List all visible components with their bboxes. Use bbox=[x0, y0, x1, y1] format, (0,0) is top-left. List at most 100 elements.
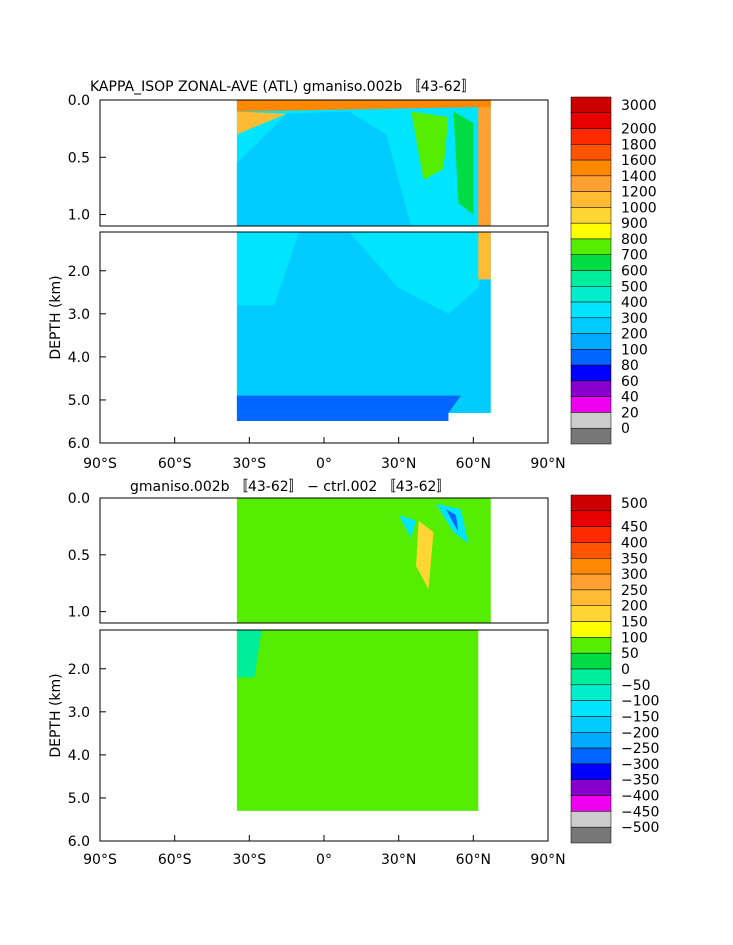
y-tick-label: 5.0 bbox=[68, 393, 90, 409]
colorbar-label: 60 bbox=[621, 374, 639, 390]
field-region bbox=[416, 520, 434, 589]
field-region bbox=[348, 232, 491, 314]
colorbar-swatch bbox=[570, 254, 612, 271]
colorbar-label: 3000 bbox=[621, 98, 657, 114]
field-region bbox=[445, 509, 459, 533]
y-axis-label: DEPTH (km) bbox=[48, 275, 64, 359]
colorbar-label: 300 bbox=[621, 567, 648, 583]
colorbar-label: 80 bbox=[621, 358, 639, 374]
y-tick-label: 4.0 bbox=[68, 350, 90, 366]
colorbar-label: 700 bbox=[621, 248, 648, 264]
colorbar-label: 400 bbox=[621, 295, 648, 311]
colorbar-swatch bbox=[570, 668, 612, 686]
colorbar-swatch bbox=[570, 128, 612, 145]
colorbar-swatch bbox=[570, 732, 612, 749]
colorbar-label: 900 bbox=[621, 216, 648, 232]
chart-title: gmaniso.002b 〚43-62〛 − ctrl.002 〚43-62〛 bbox=[130, 479, 450, 495]
colorbar-swatch bbox=[570, 364, 612, 382]
y-tick-label: 5.0 bbox=[68, 791, 90, 807]
colorbar-label: −150 bbox=[621, 709, 659, 725]
colorbar-swatch bbox=[570, 96, 612, 114]
field-region bbox=[411, 111, 449, 181]
colorbar-swatch bbox=[570, 159, 612, 177]
colorbar-swatch bbox=[570, 427, 612, 445]
colorbar-swatch bbox=[570, 510, 612, 527]
y-tick-label: 2.0 bbox=[68, 662, 90, 678]
colorbar-swatch bbox=[570, 175, 612, 192]
field-region bbox=[453, 111, 474, 215]
colorbar-swatch bbox=[570, 494, 612, 512]
y-tick-label: 0.5 bbox=[68, 548, 90, 564]
chart-title: KAPPA_ISOP ZONAL-AVE (ATL) gmaniso.002b … bbox=[90, 79, 475, 95]
colorbar-swatch bbox=[570, 301, 612, 319]
colorbar-swatch bbox=[570, 317, 612, 334]
field-region bbox=[236, 111, 287, 135]
colorbar-swatch bbox=[570, 763, 612, 780]
colorbar bbox=[570, 96, 612, 445]
colorbar-label: 1600 bbox=[621, 153, 657, 169]
colorbar-swatch bbox=[570, 811, 612, 828]
colorbar-label: 600 bbox=[621, 264, 648, 280]
plot-frame-upper bbox=[99, 497, 549, 624]
y-tick-label: 0.5 bbox=[68, 150, 90, 166]
colorbar-swatch bbox=[570, 207, 612, 224]
colorbar-label: 200 bbox=[621, 599, 648, 615]
colorbar-label: 450 bbox=[621, 520, 648, 536]
y-axis-label: DEPTH (km) bbox=[48, 673, 64, 757]
colorbar-swatch bbox=[570, 333, 612, 350]
colorbar-label: −450 bbox=[621, 804, 659, 820]
x-tick-label: 60°N bbox=[456, 852, 491, 868]
colorbar-swatch bbox=[570, 589, 612, 606]
field-bottom bbox=[236, 395, 461, 413]
field-region bbox=[398, 515, 417, 538]
x-tick-label: 30°S bbox=[232, 852, 266, 868]
colorbar bbox=[570, 494, 612, 844]
y-tick-label: 0.0 bbox=[68, 93, 90, 109]
colorbar-label: −100 bbox=[621, 694, 659, 710]
y-tick-label: 3.0 bbox=[68, 705, 90, 721]
colorbar-label: 0 bbox=[621, 662, 630, 678]
colorbar-label: 500 bbox=[621, 279, 648, 295]
colorbar-swatch bbox=[570, 826, 612, 844]
colorbar-label: 1400 bbox=[621, 169, 657, 185]
colorbar-label: 2000 bbox=[621, 122, 657, 138]
colorbar-swatch bbox=[570, 112, 612, 129]
y-tick-label: 1.0 bbox=[68, 605, 90, 621]
y-tick-label: 3.0 bbox=[68, 307, 90, 323]
x-tick-label: 90°S bbox=[83, 852, 117, 868]
colorbar-swatch bbox=[570, 716, 612, 733]
colorbar-swatch bbox=[570, 144, 612, 161]
plot-frame-upper bbox=[99, 99, 549, 227]
colorbar-swatch bbox=[570, 542, 612, 559]
colorbar-label: 20 bbox=[621, 405, 639, 421]
colorbar-label: 300 bbox=[621, 311, 648, 327]
panel-1 bbox=[99, 96, 612, 445]
colorbar-label: 800 bbox=[621, 232, 648, 248]
colorbar-swatch bbox=[570, 795, 612, 812]
x-tick-label: 30°N bbox=[381, 852, 416, 868]
colorbar-swatch bbox=[570, 684, 612, 701]
x-tick-label: 60°S bbox=[158, 852, 192, 868]
colorbar-label: −350 bbox=[621, 773, 659, 789]
colorbar-swatch bbox=[570, 191, 612, 208]
colorbar-label: −400 bbox=[621, 789, 659, 805]
field-lower bbox=[236, 630, 479, 811]
colorbar-swatch bbox=[570, 412, 612, 429]
field-region bbox=[236, 111, 412, 226]
field-fill bbox=[236, 498, 491, 811]
colorbar-label: 100 bbox=[621, 630, 648, 646]
y-tick-label: 2.0 bbox=[68, 264, 90, 280]
colorbar-swatch bbox=[570, 558, 612, 575]
x-tick-label: 0° bbox=[316, 852, 332, 868]
colorbar-label: 200 bbox=[621, 327, 648, 343]
field-bottom bbox=[236, 413, 449, 421]
field-region bbox=[436, 503, 469, 544]
colorbar-swatch bbox=[570, 270, 612, 287]
x-tick-label: 60°S bbox=[158, 456, 192, 472]
colorbar-label: 150 bbox=[621, 615, 648, 631]
x-tick-label: 30°N bbox=[381, 456, 416, 472]
x-tick-label: 90°S bbox=[83, 456, 117, 472]
colorbar-label: 1200 bbox=[621, 185, 657, 201]
x-tick-label: 90°N bbox=[530, 456, 565, 472]
colorbar-label: 400 bbox=[621, 535, 648, 551]
